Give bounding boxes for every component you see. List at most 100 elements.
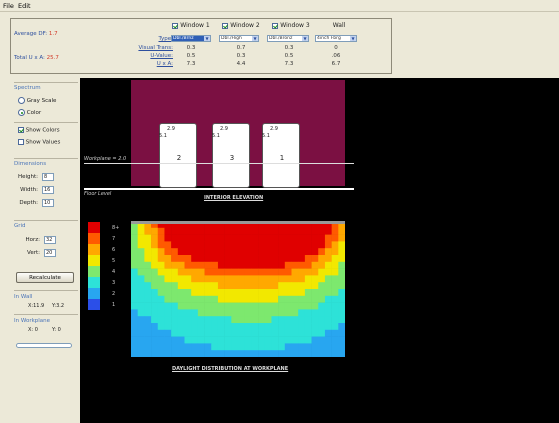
- window-value-top: 2.9: [220, 126, 228, 132]
- heatmap-cell: [271, 221, 279, 229]
- show-values-option[interactable]: Show Values: [18, 139, 60, 146]
- heatmap-cell: [157, 336, 165, 344]
- heatmap-cell: [217, 282, 225, 290]
- total-ua-value: 25.7: [46, 55, 59, 61]
- heatmap-cell: [184, 234, 192, 242]
- recalculate-button[interactable]: Recalculate: [16, 272, 74, 283]
- height-label: Height:: [17, 174, 38, 180]
- wall-type-select[interactable]: 4inch Fbrg ▼: [315, 35, 357, 42]
- heatmap-cell: [211, 336, 219, 344]
- heatmap-cell: [171, 275, 179, 283]
- heatmap-cell: [264, 261, 272, 269]
- daylight-heatmap[interactable]: [131, 221, 345, 357]
- heatmap-cell: [157, 248, 165, 256]
- heatmap-cell: [157, 329, 165, 337]
- heatmap-cell: [224, 261, 232, 269]
- heatmap-cell: [184, 316, 192, 324]
- show-colors-option[interactable]: Show Colors: [18, 127, 60, 134]
- heatmap-cell: [197, 336, 205, 344]
- gray-scale-option[interactable]: Gray Scale: [18, 97, 56, 104]
- heatmap-cell: [244, 309, 252, 317]
- width-field[interactable]: 16: [42, 186, 54, 194]
- heatmap-cell: [251, 350, 259, 357]
- window-2-label: Window 2: [230, 22, 260, 29]
- heatmap-cell: [284, 289, 292, 297]
- heatmap-cell: [191, 350, 199, 357]
- heatmap-cell: [258, 309, 266, 317]
- ua-row-label: U x A:: [156, 61, 173, 67]
- heatmap-cell: [304, 343, 312, 351]
- heatmap-cell: [151, 275, 159, 283]
- heatmap-cell: [278, 261, 286, 269]
- heatmap-cell: [338, 323, 345, 331]
- window-2-type-select[interactable]: Dbl./High ▼: [219, 35, 259, 42]
- window-2-opening[interactable]: 2.9 5.1 2: [159, 123, 197, 188]
- window-2-checkbox[interactable]: [222, 22, 229, 29]
- heatmap-cell: [331, 295, 339, 303]
- interior-elevation-wall[interactable]: 2.9 5.1 2 2.9 5.1 3 2.9 5.1 1: [131, 80, 345, 188]
- heatmap-cell: [318, 309, 326, 317]
- heatmap-cell: [304, 248, 312, 256]
- daylight-legend: 8+ 7 6 5 4 3 2 1: [88, 222, 119, 310]
- legend-label: 5: [112, 258, 116, 264]
- window-3-checkbox[interactable]: [272, 22, 279, 29]
- depth-field[interactable]: 10: [42, 199, 54, 207]
- heatmap-cell: [217, 248, 225, 256]
- heatmap-cell: [291, 282, 299, 290]
- window-3-opening[interactable]: 2.9 5.1 3: [212, 123, 250, 188]
- heatmap-cell: [251, 275, 259, 283]
- depth-label: Depth:: [19, 200, 38, 206]
- heatmap-cell: [177, 295, 185, 303]
- menu-edit[interactable]: Edit: [18, 2, 31, 10]
- window-1-checkbox[interactable]: [172, 22, 179, 29]
- menu-file[interactable]: File: [3, 2, 14, 10]
- heatmap-cell: [204, 227, 212, 235]
- grid-title: Grid: [14, 223, 26, 229]
- heatmap-cell: [197, 227, 205, 235]
- heatmap-cell: [238, 241, 245, 249]
- heatmap-cell: [171, 336, 179, 344]
- window-3-type-select[interactable]: Dbl./Bronz ▼: [267, 35, 309, 42]
- heatmap-cell: [144, 329, 152, 337]
- heatmap-cell: [217, 309, 225, 317]
- vert-field[interactable]: 20: [44, 249, 56, 257]
- heatmap-cell: [318, 350, 326, 357]
- legend-label: 2: [112, 291, 116, 297]
- color-option[interactable]: Color: [18, 109, 41, 116]
- heatmap-cell: [271, 295, 279, 303]
- heatmap-cell: [144, 234, 152, 242]
- gray-scale-radio[interactable]: [18, 97, 25, 104]
- heatmap-cell: [264, 302, 272, 310]
- heatmap-cell: [264, 221, 272, 229]
- heatmap-cell: [258, 234, 266, 242]
- show-colors-checkbox[interactable]: [18, 127, 24, 133]
- heatmap-cell: [197, 302, 205, 310]
- window-2-u: 0.3: [236, 53, 246, 59]
- window-1-opening[interactable]: 2.9 5.1 1: [262, 123, 300, 188]
- color-radio[interactable]: [18, 109, 25, 116]
- horz-field[interactable]: 32: [44, 236, 56, 244]
- heatmap-cell: [157, 268, 165, 276]
- heatmap-cell: [324, 241, 332, 249]
- heatmap-cell: [258, 302, 266, 310]
- heatmap-cell: [177, 241, 185, 249]
- show-values-checkbox[interactable]: [18, 139, 24, 145]
- heatmap-cell: [131, 248, 138, 256]
- heatmap-cell: [217, 316, 225, 324]
- heatmap-cell: [217, 275, 225, 283]
- window-1-type-select[interactable]: Dbl./Brnz ▼: [171, 35, 211, 42]
- progress-slider[interactable]: [16, 343, 72, 348]
- height-field[interactable]: 8: [42, 173, 54, 181]
- heatmap-cell: [144, 268, 152, 276]
- heatmap-cell: [304, 234, 312, 242]
- heatmap-cell: [258, 329, 266, 337]
- heatmap-cell: [304, 329, 312, 337]
- vert-label: Vert:: [27, 250, 40, 256]
- heatmap-cell: [338, 336, 345, 344]
- heatmap-cell: [177, 343, 185, 351]
- heatmap-cell: [151, 343, 159, 351]
- heatmap-cell: [197, 323, 205, 331]
- heatmap-cell: [204, 221, 212, 229]
- heatmap-cell: [224, 302, 232, 310]
- heatmap-cell: [211, 248, 219, 256]
